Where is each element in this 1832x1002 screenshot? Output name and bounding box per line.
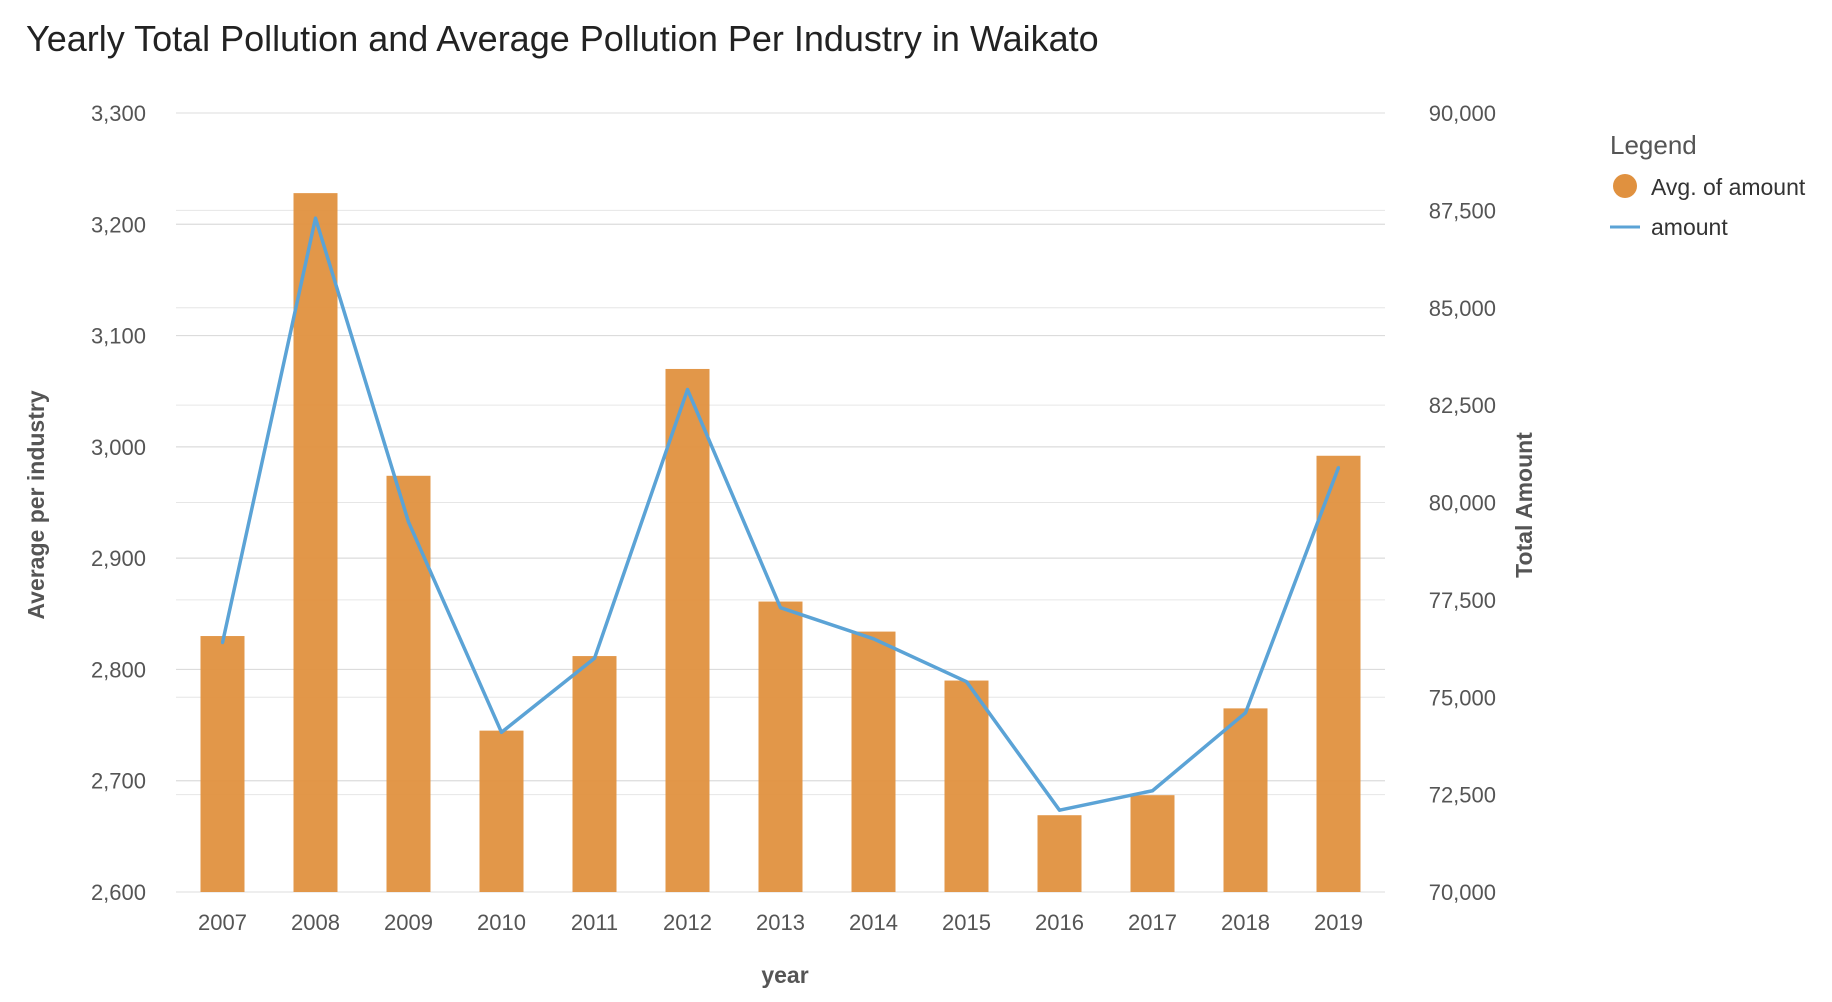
bar-2009 bbox=[386, 475, 431, 892]
line-point-2011 bbox=[593, 656, 596, 660]
line-point-2010 bbox=[500, 730, 503, 734]
x-tick-label: 2009 bbox=[384, 910, 433, 935]
x-tick-label: 2010 bbox=[477, 910, 526, 935]
y-tick-left: 2,600 bbox=[91, 880, 146, 905]
y-axis-left-title: Average per industry bbox=[23, 390, 49, 619]
line-point-2012 bbox=[686, 388, 689, 392]
x-tick-label: 2007 bbox=[198, 910, 247, 935]
y-tick-right: 87,500 bbox=[1429, 198, 1496, 223]
bar-2007 bbox=[200, 636, 245, 892]
bar-2012 bbox=[665, 368, 710, 892]
x-tick-label: 2014 bbox=[849, 910, 898, 935]
y-tick-left: 3,000 bbox=[91, 435, 146, 460]
line-point-2018 bbox=[1244, 711, 1247, 715]
x-tick-label: 2018 bbox=[1221, 910, 1270, 935]
line-point-2014 bbox=[872, 637, 875, 641]
y-tick-right: 75,000 bbox=[1429, 685, 1496, 710]
legend-bar-swatch bbox=[1613, 174, 1637, 198]
bar-2019 bbox=[1316, 455, 1361, 892]
line-point-2008 bbox=[314, 216, 317, 220]
y-tick-right: 70,000 bbox=[1429, 880, 1496, 905]
bar-2011 bbox=[572, 656, 617, 892]
y-tick-right: 85,000 bbox=[1429, 296, 1496, 321]
y-tick-left: 3,300 bbox=[91, 101, 146, 126]
legend-item-avg: Avg. of amount bbox=[1651, 174, 1806, 200]
legend-item-amount: amount bbox=[1651, 214, 1728, 240]
bar-2016 bbox=[1037, 815, 1082, 892]
bar-2013 bbox=[758, 601, 803, 892]
bar-2017 bbox=[1130, 795, 1175, 892]
legend-title: Legend bbox=[1610, 130, 1697, 160]
y-axis-right-title: Total Amount bbox=[1511, 432, 1537, 578]
legend: Legend Avg. of amount amount bbox=[1610, 130, 1806, 240]
y-tick-left: 2,900 bbox=[91, 546, 146, 571]
line-point-2013 bbox=[779, 606, 782, 610]
y-tick-right: 72,500 bbox=[1429, 783, 1496, 808]
y-tick-right: 82,500 bbox=[1429, 393, 1496, 418]
line-point-2016 bbox=[1058, 808, 1061, 812]
x-tick-label: 2011 bbox=[571, 910, 618, 935]
line-series bbox=[220, 216, 1341, 812]
x-tick-label: 2013 bbox=[756, 910, 805, 935]
y-tick-left: 3,200 bbox=[91, 212, 146, 237]
y-tick-left: 3,100 bbox=[91, 324, 146, 349]
bar-series bbox=[200, 193, 1361, 892]
line-point-2015 bbox=[965, 680, 968, 684]
x-tick-label: 2008 bbox=[291, 910, 340, 935]
x-tick-label: 2019 bbox=[1314, 910, 1363, 935]
x-tick-label: 2016 bbox=[1035, 910, 1084, 935]
bar-2014 bbox=[851, 631, 896, 892]
chart-title: Yearly Total Pollution and Average Pollu… bbox=[26, 18, 1099, 59]
x-tick-label: 2015 bbox=[942, 910, 991, 935]
line-point-2009 bbox=[407, 520, 410, 524]
x-tick-label: 2012 bbox=[663, 910, 712, 935]
bar-2015 bbox=[944, 680, 989, 892]
line-point-2007 bbox=[221, 641, 224, 645]
line-point-2017 bbox=[1151, 789, 1154, 793]
bar-2010 bbox=[479, 730, 524, 892]
y-tick-right: 90,000 bbox=[1429, 101, 1496, 126]
bar-2008 bbox=[293, 193, 338, 892]
y-tick-right: 77,500 bbox=[1429, 588, 1496, 613]
axes: Average per industry Total Amount year 2… bbox=[23, 101, 1537, 988]
y-tick-left: 2,700 bbox=[91, 769, 146, 794]
line-point-2019 bbox=[1337, 465, 1340, 469]
y-tick-right: 80,000 bbox=[1429, 491, 1496, 516]
x-axis-title: year bbox=[761, 962, 808, 988]
y-tick-left: 2,800 bbox=[91, 657, 146, 682]
x-tick-label: 2017 bbox=[1128, 910, 1177, 935]
bar-2018 bbox=[1223, 708, 1268, 892]
